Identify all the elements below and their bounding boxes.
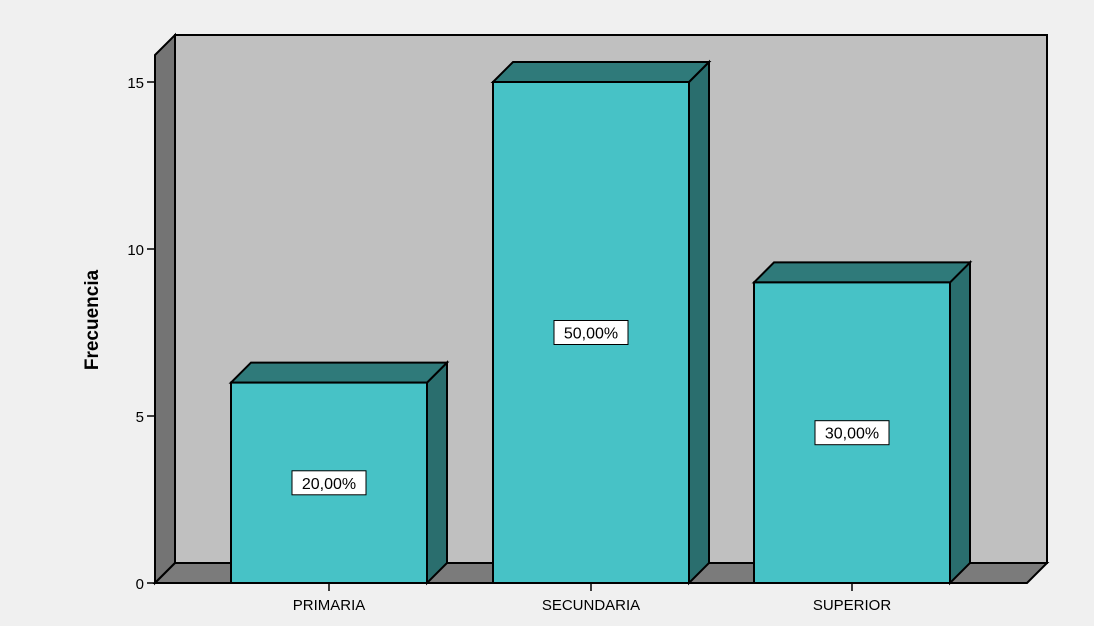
bars: 20,00% 50,00% 30,00% [228,59,973,586]
bar-superior: 30,00% [751,259,973,586]
y-axis-label: Frecuencia [82,269,103,370]
y-axis: 0 5 10 15 [127,55,156,593]
y-tick-label: 0 [136,576,144,593]
data-label-box [291,470,367,496]
bar-side [688,59,710,586]
data-label: 50,00% [564,326,618,343]
side-wall [154,32,176,586]
bar-top [751,261,973,284]
bar-side [949,259,971,586]
data-label: 30,00% [825,426,879,443]
x-axis: PRIMARIA SECUNDARIA SUPERIOR [155,582,1027,614]
bar-top [490,61,712,83]
data-label-box [553,320,629,345]
x-tick-label: PRIMARIA [293,597,366,614]
x-tick-label: SECUNDARIA [542,597,640,614]
bar-secundaria: 50,00% [490,59,712,586]
data-label-box [814,420,890,446]
bar-side [426,360,448,586]
y-tick-label: 15 [127,75,144,92]
bar-primaria: 20,00% [228,360,450,586]
y-tick-label: 10 [127,242,144,259]
y-tick-label: 5 [136,409,144,426]
x-tick-label: SUPERIOR [813,597,892,614]
bar-top [228,361,450,384]
data-label: 20,00% [302,476,356,493]
